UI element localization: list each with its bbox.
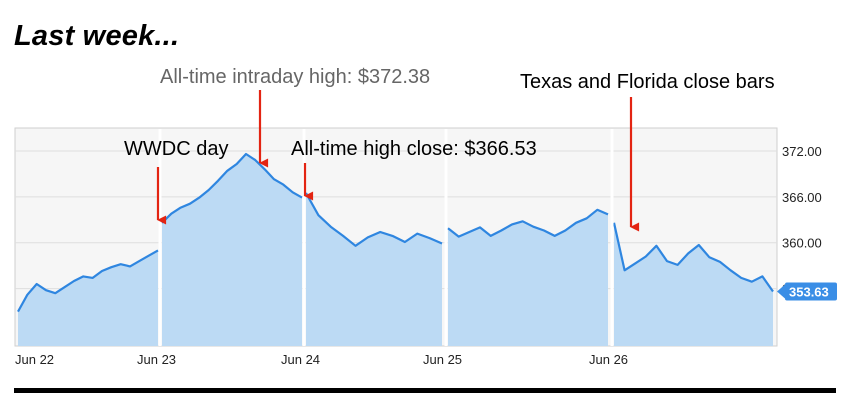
area-jun-22: [18, 250, 158, 346]
x-tick-label: Jun 26: [589, 352, 628, 367]
bottom-rule: [14, 388, 836, 393]
y-tick-label: 360.00: [782, 236, 822, 251]
area-jun-23: [162, 154, 302, 346]
annotation-intraday-high: All-time intraday high: $372.38: [160, 66, 431, 88]
annotation-arrows: [156, 90, 640, 232]
last-price-badge: 353.63: [777, 282, 837, 301]
x-tick-label: Jun 23: [137, 352, 176, 367]
area-jun-25: [448, 209, 608, 346]
annotation-wwdc-day: WWDC day: [124, 138, 229, 160]
area-series: [18, 154, 773, 346]
annotation-texas-florida: Texas and Florida close bars: [520, 71, 775, 93]
area-jun-24: [306, 193, 442, 346]
line-jun-25: [447, 208, 609, 238]
y-tick-label: 366.00: [782, 190, 822, 205]
last-price-badge-pointer: [777, 284, 785, 299]
line-series: [17, 152, 774, 313]
x-tick-label: Jun 22: [15, 352, 54, 367]
line-jun-23: [161, 152, 303, 224]
x-axis: Jun 22 Jun 23 Jun 24 Jun 25 Jun 26: [15, 352, 628, 367]
last-price-badge-box: [785, 282, 837, 301]
annotation-high-close: All-time high close: $366.53: [291, 138, 537, 160]
y-tick-label: 372.00: [782, 144, 822, 159]
last-price-label: 353.63: [789, 284, 829, 299]
line-jun-24: [305, 192, 443, 247]
page-title: Last week...: [14, 20, 180, 52]
area-jun-26: [614, 222, 773, 346]
line-jun-26: [612, 222, 774, 293]
x-tick-label: Jun 24: [281, 352, 320, 367]
line-jun-22: [17, 249, 159, 313]
x-tick-label: Jun 25: [423, 352, 462, 367]
